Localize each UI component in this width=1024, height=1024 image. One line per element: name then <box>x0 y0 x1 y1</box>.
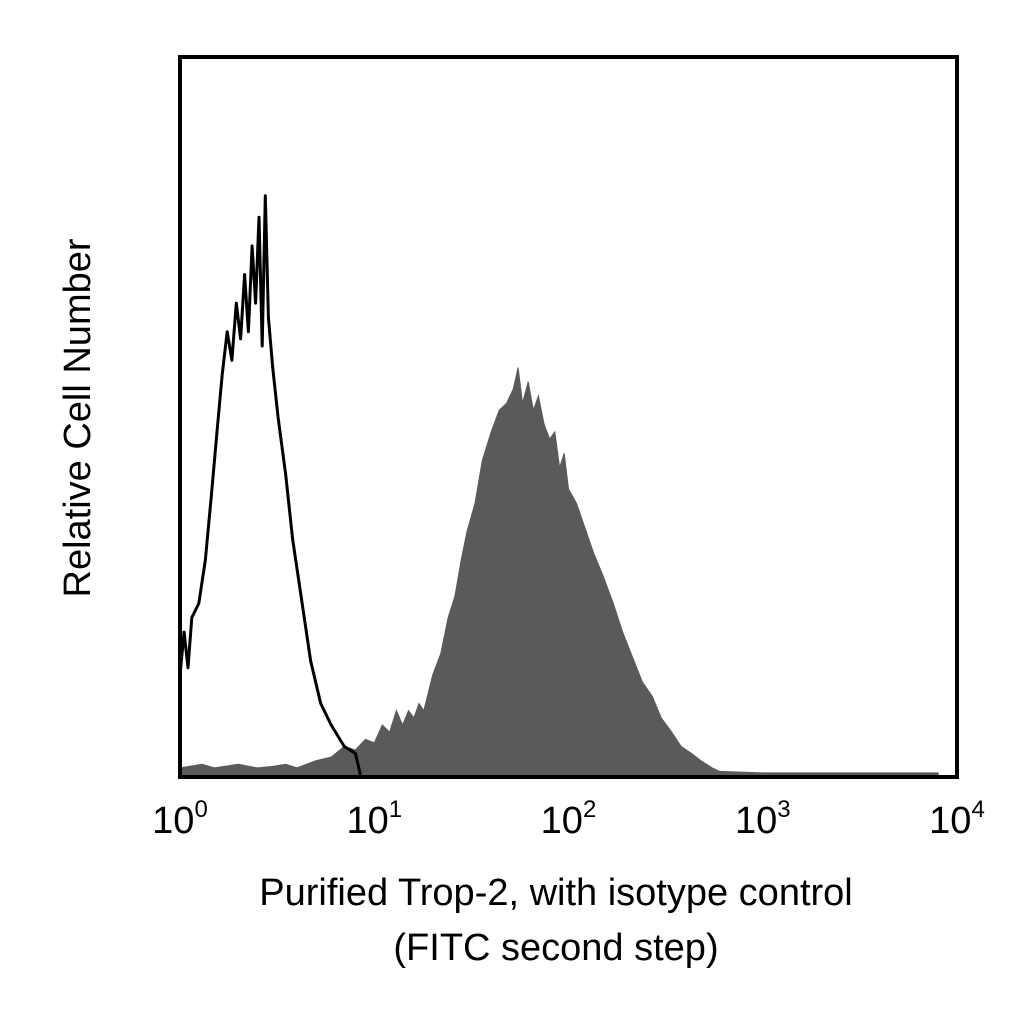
x-tick-label: 100 <box>152 796 208 842</box>
x-tick-labels: 100 101 102 103 104 <box>152 796 985 842</box>
x-tick-label: 103 <box>735 796 791 842</box>
x-tick-base: 10 <box>541 800 583 842</box>
x-tick-exponent: 4 <box>971 796 984 823</box>
x-tick-base: 10 <box>735 800 777 842</box>
x-axis-label-line-1: Purified Trop-2, with isotype control <box>259 872 853 914</box>
y-axis-label: Relative Cell Number <box>57 238 99 597</box>
x-tick-exponent: 1 <box>389 796 402 823</box>
histogram-outline-series <box>178 194 362 776</box>
x-tick-exponent: 3 <box>777 796 790 823</box>
series-layer <box>178 194 939 776</box>
x-tick-label: 104 <box>929 796 985 842</box>
x-tick-exponent: 2 <box>583 796 596 823</box>
x-tick-base: 10 <box>152 800 194 842</box>
x-axis-label-line-2: (FITC second step) <box>393 927 718 969</box>
x-tick-base: 10 <box>929 800 971 842</box>
x-tick-base: 10 <box>346 800 388 842</box>
plot-frame <box>178 55 959 779</box>
x-tick-label: 101 <box>346 796 402 842</box>
x-tick-exponent: 0 <box>194 796 207 823</box>
x-tick-label: 102 <box>541 796 597 842</box>
